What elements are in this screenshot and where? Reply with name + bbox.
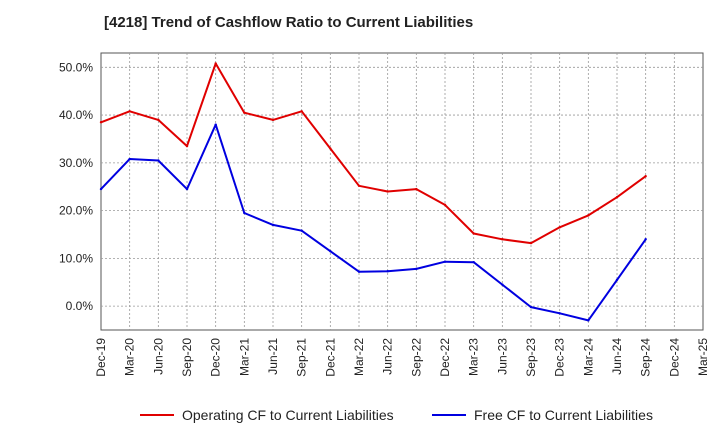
x-tick-label: Mar-21 — [237, 338, 251, 376]
legend-item-operating-cf: Operating CF to Current Liabilities — [140, 404, 394, 426]
y-tick-label: 0.0% — [66, 299, 94, 313]
x-tick-label: Jun-21 — [266, 338, 280, 375]
data-point — [157, 118, 160, 122]
data-point — [243, 111, 246, 114]
gridlines — [101, 53, 703, 330]
x-tick-label: Dec-22 — [438, 338, 452, 377]
y-tick-label: 10.0% — [59, 251, 93, 265]
data-point — [472, 260, 475, 264]
plot-frame — [100, 52, 704, 331]
data-point — [644, 175, 647, 178]
x-tick-label: Mar-24 — [581, 338, 595, 376]
data-point — [185, 187, 189, 191]
x-tick-label: Mar-25 — [696, 338, 710, 376]
x-tick-label: Dec-19 — [94, 338, 108, 377]
data-point — [415, 187, 418, 191]
data-point — [300, 110, 303, 113]
series-line-0 — [100, 62, 647, 245]
data-point — [558, 226, 561, 229]
data-point — [329, 147, 332, 150]
data-point — [529, 241, 533, 245]
data-point — [271, 223, 275, 227]
data-point — [271, 118, 275, 122]
data-point — [529, 305, 533, 309]
data-point — [415, 267, 418, 271]
data-point — [300, 229, 303, 232]
x-tick-label: Dec-20 — [209, 338, 223, 377]
data-point — [185, 144, 189, 148]
x-tick-label: Jun-24 — [610, 338, 624, 375]
x-tick-label: Mar-23 — [467, 338, 481, 376]
data-point — [472, 232, 475, 235]
data-point — [157, 159, 160, 162]
x-tick-label: Sep-20 — [180, 338, 194, 377]
data-point — [214, 123, 217, 126]
data-point — [501, 238, 504, 241]
y-tick-label: 30.0% — [59, 156, 93, 170]
x-tick-label: Dec-24 — [667, 338, 681, 377]
x-tick-label: Sep-23 — [524, 338, 538, 377]
data-point — [615, 278, 619, 282]
legend-swatch-free-cf — [432, 414, 466, 416]
data-point — [443, 260, 447, 263]
x-tick-label: Dec-23 — [553, 338, 567, 377]
data-point — [501, 283, 504, 286]
x-tick-label: Dec-21 — [323, 338, 337, 377]
data-point — [243, 211, 246, 215]
y-tick-label: 40.0% — [59, 108, 93, 122]
data-point — [99, 187, 103, 191]
data-point — [128, 110, 131, 113]
data-point — [386, 270, 389, 273]
data-point — [329, 249, 332, 253]
data-point — [443, 203, 447, 207]
data-point — [587, 319, 590, 322]
legend-label-operating-cf: Operating CF to Current Liabilities — [182, 407, 394, 423]
data-point — [587, 214, 590, 217]
chart-title: [4218] Trend of Cashflow Ratio to Curren… — [104, 14, 474, 31]
series-line-1 — [100, 123, 647, 322]
data-point — [558, 312, 561, 315]
data-point — [214, 62, 217, 65]
x-axis-ticks: Dec-19 Mar-20 Jun-20 Sep-20 Dec-20 Mar-21 Jun-… — [94, 338, 710, 377]
data-point — [615, 196, 619, 199]
data-point — [644, 238, 647, 241]
x-tick-label: Jun-23 — [495, 338, 509, 375]
series-lines — [99, 62, 647, 322]
y-tick-label: 50.0% — [59, 60, 93, 74]
y-axis-ticks: 0.0% 10.0% 20.0% 30.0% 40.0% 50.0% — [59, 60, 93, 313]
data-point — [128, 157, 131, 161]
legend: Operating CF to Current Liabilities Free… — [0, 404, 720, 426]
x-tick-label: Mar-20 — [123, 338, 137, 376]
data-point — [99, 121, 103, 124]
data-point — [357, 184, 361, 187]
legend-label-free-cf: Free CF to Current Liabilities — [474, 407, 653, 423]
x-tick-label: Sep-21 — [295, 338, 309, 377]
x-tick-label: Jun-20 — [151, 338, 165, 375]
legend-swatch-operating-cf — [140, 414, 174, 416]
x-tick-label: Jun-22 — [381, 338, 395, 375]
data-point — [386, 190, 389, 193]
data-point — [357, 270, 361, 273]
x-tick-label: Sep-22 — [409, 338, 423, 377]
y-tick-label: 20.0% — [59, 204, 93, 218]
legend-item-free-cf: Free CF to Current Liabilities — [432, 404, 653, 426]
x-tick-label: Sep-24 — [639, 338, 653, 377]
x-tick-label: Mar-22 — [352, 338, 366, 376]
plot-area — [100, 52, 704, 331]
